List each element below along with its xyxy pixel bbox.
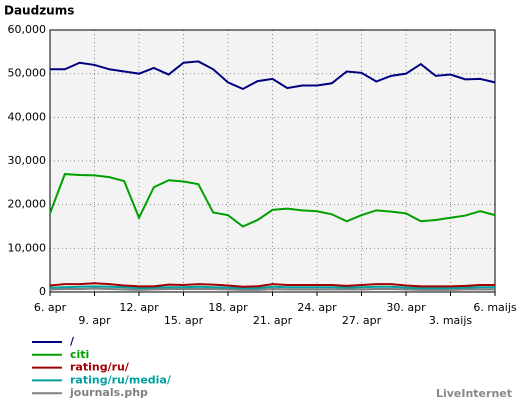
y-tick-label: 40,000 xyxy=(8,110,47,123)
series-line xyxy=(49,173,496,228)
series-line xyxy=(49,282,495,288)
y-tick-label: 50,000 xyxy=(8,67,47,80)
chart-title: Daudzums xyxy=(4,4,74,18)
x-tick-label: 3. maijs xyxy=(429,314,473,327)
source: LiveInternet xyxy=(436,387,512,400)
plot-border xyxy=(49,29,496,293)
x-tick-label: 9. apr xyxy=(78,314,111,327)
series-line xyxy=(50,60,496,91)
x-tick-label: 12. apr xyxy=(119,301,159,314)
legend-label: journals.php xyxy=(69,386,148,399)
y-tick-label: 10,000 xyxy=(8,241,47,254)
x-tick-label: 6. apr xyxy=(34,301,67,314)
legend-label: rating/ru/media/ xyxy=(70,373,172,386)
x-tick-label: 24. apr xyxy=(297,301,337,314)
x-tick-label: 27. apr xyxy=(342,314,382,327)
x-tick-label: 30. apr xyxy=(386,301,426,314)
y-tick-label: 0 xyxy=(39,285,46,298)
legend-label: rating/ru/ xyxy=(70,361,130,374)
series-line xyxy=(49,287,495,291)
plot-area xyxy=(50,30,495,292)
legend-label: citi xyxy=(70,348,89,361)
series-line xyxy=(49,285,495,290)
x-tick-label: 15. apr xyxy=(164,314,204,327)
x-tick-label: 21. apr xyxy=(253,314,293,327)
y-tick-label: 20,000 xyxy=(8,198,47,211)
y-tick-label: 30,000 xyxy=(8,154,47,167)
x-tick-label: 18. apr xyxy=(208,301,248,314)
x-tick-label: 6. maijs xyxy=(473,301,517,314)
y-tick-label: 60,000 xyxy=(8,23,47,36)
legend-label: / xyxy=(70,335,75,348)
